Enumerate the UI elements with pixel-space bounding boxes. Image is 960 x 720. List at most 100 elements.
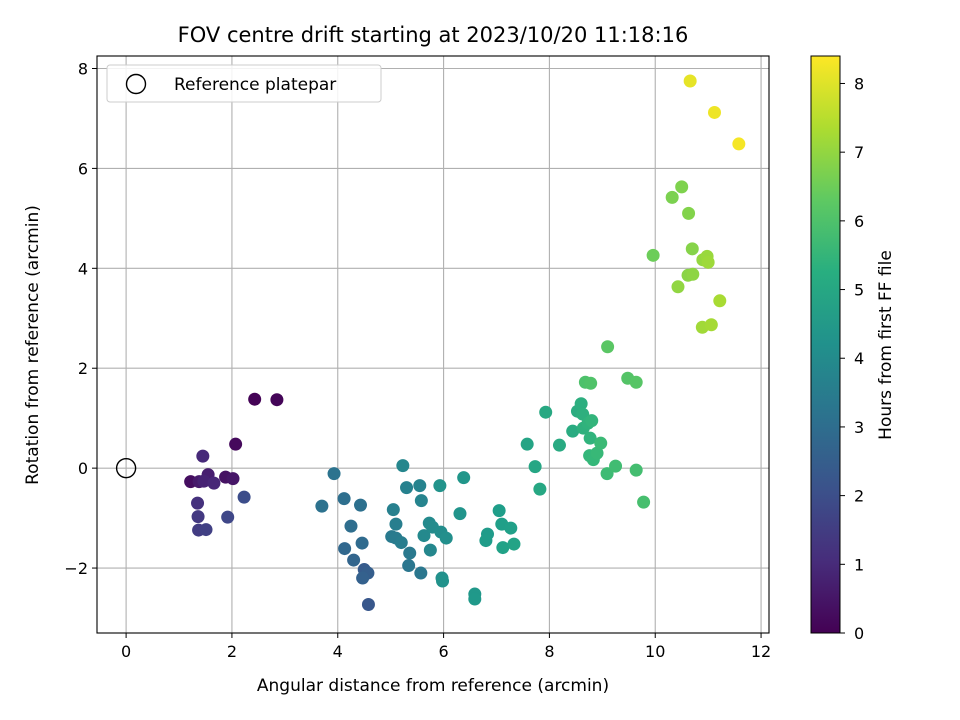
colorbar-tick-label: 8 bbox=[854, 74, 864, 93]
data-point bbox=[403, 546, 417, 560]
data-point bbox=[574, 397, 588, 411]
data-point bbox=[594, 436, 608, 450]
y-tick-label: 8 bbox=[78, 59, 88, 78]
data-point bbox=[584, 376, 598, 390]
data-point bbox=[402, 559, 416, 573]
y-tick-label: 6 bbox=[78, 159, 88, 178]
colorbar: 0 1 2 3 4 5 6 7 8 Hours from first FF file bbox=[810, 55, 896, 643]
data-point bbox=[191, 510, 205, 524]
data-point bbox=[682, 206, 696, 220]
data-point bbox=[583, 431, 597, 445]
colorbar-ticks: 0 1 2 3 4 5 6 7 8 bbox=[840, 74, 864, 643]
data-point bbox=[713, 294, 727, 308]
data-point bbox=[237, 490, 251, 504]
y-axis-ticks: −2 0 2 4 6 8 bbox=[64, 59, 97, 578]
data-point bbox=[629, 463, 643, 477]
data-point bbox=[585, 414, 599, 428]
data-point bbox=[552, 438, 566, 452]
data-point bbox=[270, 393, 284, 407]
grid bbox=[97, 56, 769, 633]
data-points bbox=[115, 74, 746, 612]
data-point bbox=[417, 529, 431, 543]
x-tick-label: 4 bbox=[333, 642, 343, 661]
y-tick-label: −2 bbox=[64, 559, 88, 578]
data-point bbox=[637, 495, 651, 509]
data-point bbox=[528, 460, 542, 474]
data-point bbox=[199, 523, 213, 537]
data-point bbox=[665, 190, 679, 204]
data-point bbox=[496, 541, 510, 555]
data-point bbox=[453, 507, 467, 521]
data-point bbox=[686, 267, 700, 281]
data-point bbox=[590, 446, 604, 460]
data-point bbox=[520, 437, 534, 451]
colorbar-tick-label: 0 bbox=[854, 624, 864, 643]
data-point bbox=[492, 504, 506, 518]
colorbar-label: Hours from first FF file bbox=[876, 250, 896, 440]
plot-area-frame bbox=[96, 55, 770, 634]
data-point bbox=[354, 498, 368, 512]
x-tick-label: 8 bbox=[544, 642, 554, 661]
x-tick-label: 0 bbox=[121, 642, 131, 661]
data-point bbox=[386, 503, 400, 517]
data-point bbox=[197, 474, 211, 488]
x-tick-label: 10 bbox=[645, 642, 665, 661]
legend: Reference platepar bbox=[106, 64, 382, 103]
data-point bbox=[413, 479, 427, 493]
legend-marker-reference bbox=[125, 73, 147, 95]
chart-title: FOV centre drift starting at 2023/10/20 … bbox=[178, 23, 689, 47]
data-point bbox=[344, 519, 358, 533]
y-tick-label: 2 bbox=[78, 359, 88, 378]
colorbar-tick-label: 7 bbox=[854, 143, 864, 162]
data-point bbox=[533, 482, 547, 496]
data-point bbox=[191, 496, 205, 510]
data-point bbox=[414, 566, 428, 580]
data-point bbox=[207, 476, 221, 490]
data-point bbox=[327, 467, 341, 481]
data-point bbox=[433, 479, 447, 493]
data-point bbox=[701, 255, 715, 269]
data-point bbox=[539, 405, 553, 419]
data-point bbox=[361, 598, 375, 612]
data-point bbox=[468, 592, 482, 606]
data-point bbox=[683, 74, 697, 88]
y-tick-label: 4 bbox=[78, 259, 88, 278]
data-point bbox=[600, 467, 614, 481]
data-point bbox=[601, 340, 615, 354]
data-point bbox=[439, 531, 453, 545]
legend-label-reference: Reference platepar bbox=[174, 75, 336, 95]
data-point bbox=[196, 449, 210, 463]
data-point bbox=[221, 510, 235, 524]
x-tick-label: 12 bbox=[751, 642, 771, 661]
data-point bbox=[400, 481, 414, 495]
data-point bbox=[347, 553, 361, 567]
data-point bbox=[248, 392, 262, 406]
y-axis-label: Rotation from reference (arcmin) bbox=[23, 205, 43, 485]
data-point bbox=[707, 105, 721, 119]
data-point bbox=[566, 424, 580, 438]
data-point bbox=[457, 471, 471, 485]
data-point bbox=[504, 521, 518, 535]
data-point bbox=[337, 492, 351, 506]
x-axis-ticks: 0 2 4 6 8 10 12 bbox=[121, 633, 771, 661]
colorbar-tick-label: 3 bbox=[854, 418, 864, 437]
data-point bbox=[338, 542, 352, 556]
colorbar-tick-label: 1 bbox=[854, 555, 864, 574]
data-point bbox=[685, 242, 699, 256]
data-point bbox=[704, 318, 718, 332]
colorbar-tick-label: 5 bbox=[854, 281, 864, 300]
data-point bbox=[229, 437, 243, 451]
colorbar-gradient bbox=[810, 55, 841, 634]
x-axis-label: Angular distance from reference (arcmin) bbox=[257, 676, 609, 696]
data-point bbox=[609, 459, 623, 473]
colorbar-tick-label: 2 bbox=[854, 487, 864, 506]
data-point bbox=[732, 137, 746, 151]
y-tick-label: 0 bbox=[78, 459, 88, 478]
colorbar-tick-label: 6 bbox=[854, 212, 864, 231]
data-point bbox=[226, 472, 240, 486]
data-point bbox=[671, 280, 685, 294]
data-point bbox=[646, 248, 660, 262]
legend-frame bbox=[106, 64, 382, 103]
data-point bbox=[675, 180, 689, 194]
x-tick-label: 2 bbox=[227, 642, 237, 661]
